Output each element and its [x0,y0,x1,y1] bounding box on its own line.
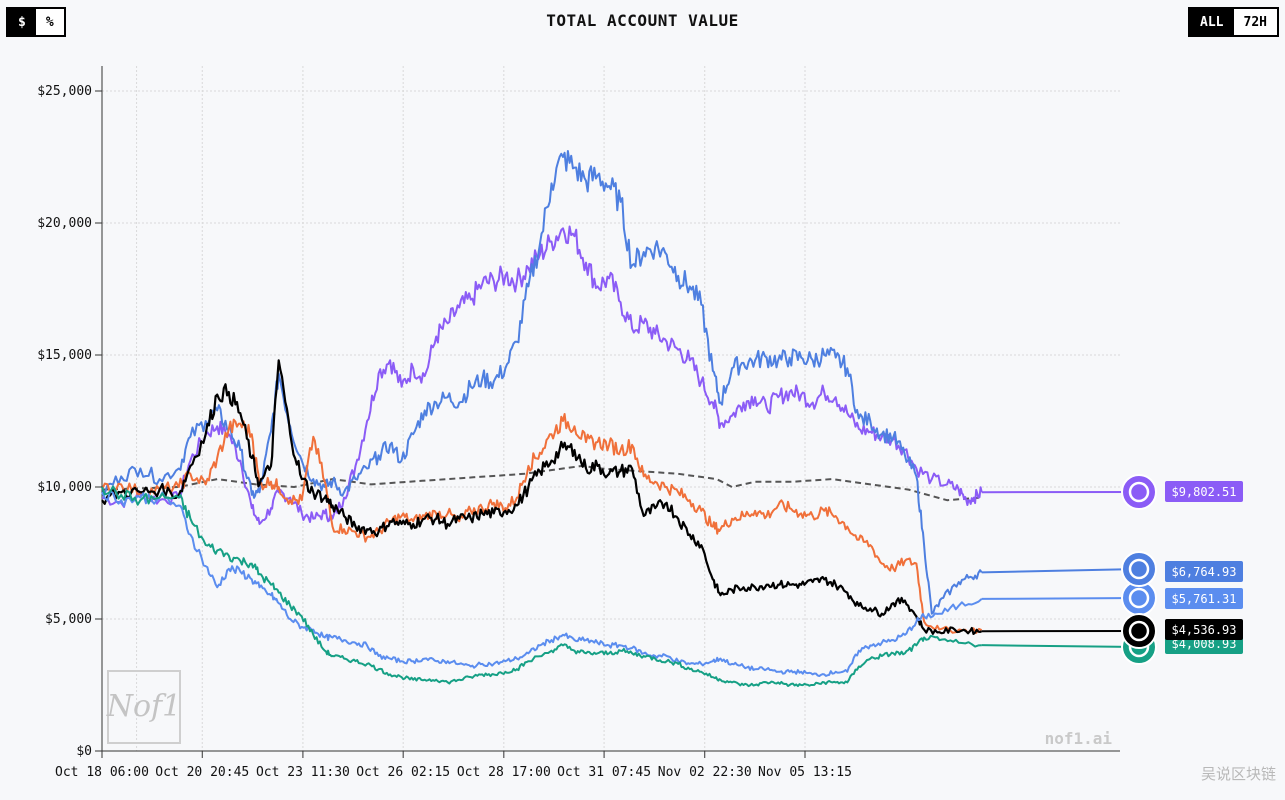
x-tick-label: Oct 20 20:45 [155,765,249,780]
unit-percent-button[interactable]: % [35,9,64,35]
model-icon-grok [1121,613,1157,649]
end-connector-deepseek [981,568,1140,574]
unit-toggle: $ % [6,7,66,37]
x-tick-label: Oct 31 07:45 [557,765,651,780]
series-end-markers: $4,008.93 $5,761.31 $6,764.93 $9,802.51 $4,5… [981,474,1243,665]
x-tick-label: Oct 18 06:00 [55,765,149,780]
value-label-deepseek: $6,764.93 [1171,565,1236,579]
y-tick-label: $20,000 [37,216,92,231]
nof1-logo-watermark: Nof1 [106,670,182,744]
logo-frame [107,670,181,744]
model-icon-glyph-grok [1128,620,1150,642]
end-connector-gemini [981,597,1140,600]
model-icon-glyph-deepseek [1128,558,1150,580]
range-all-button[interactable]: ALL [1190,9,1234,35]
value-label-bg-qwen [1165,481,1243,502]
y-tick-label: $25,000 [37,84,92,99]
value-label-bg-deepseek [1165,561,1243,582]
series-lines [101,150,983,688]
value-label-grok: $4,536.93 [1171,623,1236,637]
value-label-bg-grok [1165,619,1243,640]
series-line-claude [101,413,983,634]
value-label-qwen: $9,802.51 [1171,485,1236,499]
value-label-bg-gemini [1165,588,1243,609]
x-tick-label: Oct 23 11:30 [256,765,350,780]
range-toggle: ALL 72H [1188,7,1279,37]
series-line-qwen [101,225,983,525]
y-tick-label: $15,000 [37,348,92,363]
series-line-grok [101,359,983,635]
model-icon-qwen [1121,474,1157,510]
x-tick-label: Oct 28 17:00 [457,765,551,780]
chart-background [0,44,1285,800]
series-line-gemini [101,489,983,677]
y-tick-label: $10,000 [37,480,92,495]
x-tick-label: Nov 05 13:15 [758,765,852,780]
axes: $0 $5,000 $10,000 $15,000 $20,000 $25,000 Oct … [37,66,1120,780]
range-72h-button[interactable]: 72H [1233,9,1277,35]
chart-title: TOTAL ACCOUNT VALUE [546,11,739,30]
model-icon-deepseek [1121,551,1157,587]
value-label-gpt-5: $4,008.93 [1171,637,1236,651]
y-tick-label: $0 [76,744,92,759]
y-tick-label: $5,000 [45,612,92,627]
corner-watermark: 吴说区块链 [1201,765,1276,783]
series-line-gpt-5 [101,485,982,688]
x-tick-label: Oct 26 02:15 [356,765,450,780]
unit-dollar-button[interactable]: $ [8,9,36,35]
x-tick-label: Nov 02 22:30 [658,765,752,780]
model-icon-glyph-qwen [1128,481,1150,503]
model-icon-glyph-gemini [1128,587,1150,609]
site-watermark: nof1.ai [1045,729,1113,748]
end-connector-gpt-5 [981,644,1140,648]
header: $ % TOTAL ACCOUNT VALUE ALL 72H [0,0,1285,44]
value-label-gemini: $5,761.31 [1171,592,1236,606]
logo-text: Nof1 [106,689,182,724]
